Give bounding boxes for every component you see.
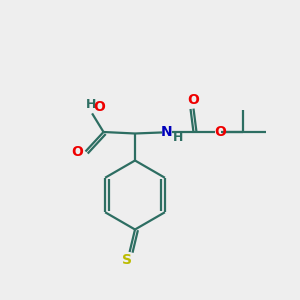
Text: H: H: [85, 98, 96, 111]
Text: O: O: [93, 100, 105, 114]
Text: S: S: [122, 254, 132, 267]
Text: H: H: [173, 131, 183, 144]
Text: O: O: [214, 125, 226, 139]
Text: O: O: [71, 145, 83, 158]
Text: O: O: [188, 93, 200, 106]
Text: N: N: [161, 125, 172, 139]
